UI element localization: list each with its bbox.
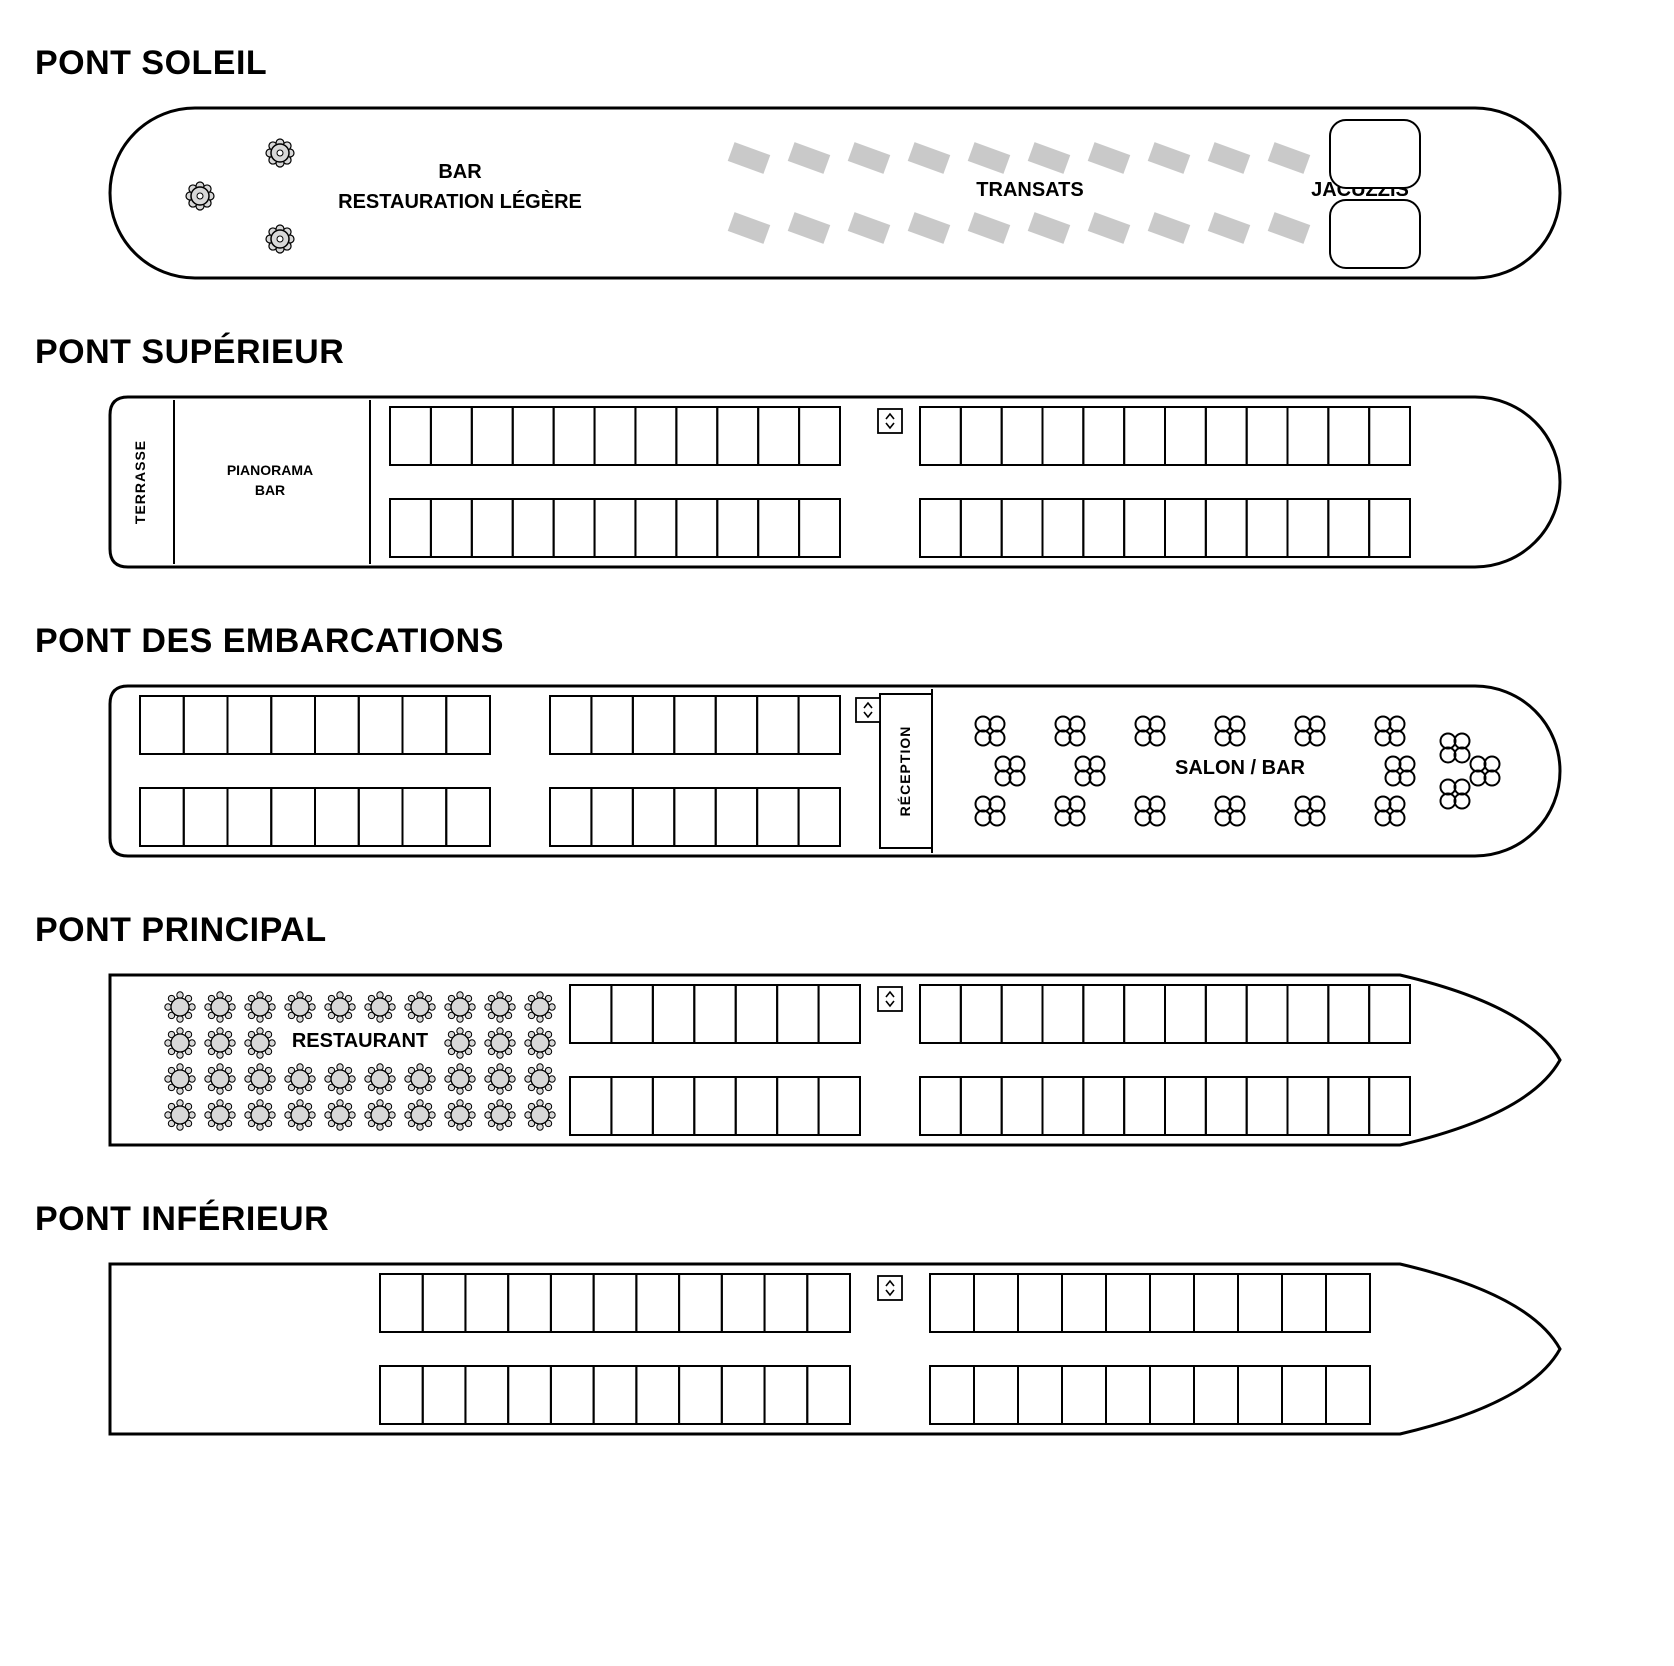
- deck-principal: PONT PRINCIPAL RESTAURANT: [35, 911, 1635, 1150]
- dining-table-icon: [245, 1100, 275, 1130]
- deck-plan: RESTAURANT: [35, 970, 1635, 1150]
- area-label-terrasse: TERRASSE: [132, 440, 148, 524]
- area-label-reception: RÉCEPTION: [897, 726, 913, 817]
- area-label-salon-bar: SALON / BAR: [1175, 757, 1306, 779]
- dining-table-icon: [445, 1100, 475, 1130]
- elevator-icon: [856, 698, 880, 722]
- deck-soleil: PONT SOLEIL BAR RESTAURATION LÉGÈRE TRANSAT…: [35, 44, 1635, 283]
- jacuzzi: [1330, 120, 1420, 188]
- deck-title: PONT INFÉRIEUR: [35, 1200, 1635, 1239]
- gear-icon: [186, 182, 214, 210]
- dining-table-icon: [485, 1064, 515, 1094]
- dining-table-icon: [405, 992, 435, 1022]
- dining-table-icon: [325, 1100, 355, 1130]
- deck-plan: [35, 1259, 1635, 1439]
- dining-table-icon: [485, 992, 515, 1022]
- deck-title: PONT PRINCIPAL: [35, 911, 1635, 950]
- hull-outline: [110, 1264, 1560, 1434]
- gear-icon: [266, 225, 294, 253]
- gear-icon: [266, 139, 294, 167]
- area-label-restaurant: RESTAURANT: [292, 1030, 428, 1052]
- deck-embarcations: PONT DES EMBARCATIONS RÉCEPTION SALON / BA…: [35, 622, 1635, 861]
- dining-table-icon: [245, 992, 275, 1022]
- area-label-pianorama: PIANORAMA: [227, 462, 313, 478]
- area-label-pianorama-bar: BAR: [255, 482, 285, 498]
- hull-outline: [110, 397, 1560, 567]
- dining-table-icon: [205, 1064, 235, 1094]
- dining-table-icon: [485, 1028, 515, 1058]
- dining-table-icon: [165, 1100, 195, 1130]
- jacuzzi: [1330, 200, 1420, 268]
- dining-table-icon: [205, 1028, 235, 1058]
- deck-inferieur: PONT INFÉRIEUR: [35, 1200, 1635, 1439]
- dining-table-icon: [205, 992, 235, 1022]
- deck-title: PONT SUPÉRIEUR: [35, 333, 1635, 372]
- dining-table-icon: [525, 1064, 555, 1094]
- dining-table-icon: [445, 992, 475, 1022]
- dining-table-icon: [245, 1064, 275, 1094]
- area-label-bar: BAR: [438, 161, 482, 183]
- dining-table-icon: [285, 1064, 315, 1094]
- hull-outline: [110, 975, 1560, 1145]
- area-label-restauration: RESTAURATION LÉGÈRE: [338, 190, 582, 213]
- dining-table-icon: [325, 1064, 355, 1094]
- dining-table-icon: [445, 1064, 475, 1094]
- dining-table-icon: [245, 1028, 275, 1058]
- elevator-icon: [878, 1276, 902, 1300]
- dining-table-icon: [485, 1100, 515, 1130]
- dining-table-icon: [165, 1064, 195, 1094]
- dining-table-icon: [445, 1028, 475, 1058]
- dining-table-icon: [285, 1100, 315, 1130]
- deck-title: PONT DES EMBARCATIONS: [35, 622, 1635, 661]
- deck-plan: RÉCEPTION SALON / BAR: [35, 681, 1635, 861]
- deck-title: PONT SOLEIL: [35, 44, 1635, 83]
- dining-table-icon: [285, 992, 315, 1022]
- dining-table-icon: [165, 992, 195, 1022]
- deck-plan: BARRESTAURATION LÉGÈRETRANSATSJACUZZIS: [35, 103, 1635, 283]
- dining-table-icon: [405, 1100, 435, 1130]
- dining-table-icon: [365, 1064, 395, 1094]
- deck-superieur: PONT SUPÉRIEUR PIANORAMA BAR TERRASSE: [35, 333, 1635, 572]
- elevator-icon: [878, 987, 902, 1011]
- dining-table-icon: [205, 1100, 235, 1130]
- dining-table-icon: [525, 992, 555, 1022]
- dining-table-icon: [365, 992, 395, 1022]
- elevator-icon: [878, 409, 902, 433]
- dining-table-icon: [405, 1064, 435, 1094]
- dining-table-icon: [325, 992, 355, 1022]
- hull-outline: [110, 686, 1560, 856]
- dining-table-icon: [365, 1100, 395, 1130]
- dining-table-icon: [165, 1028, 195, 1058]
- area-label-transats: TRANSATS: [976, 179, 1083, 201]
- deck-plan: PIANORAMA BAR TERRASSE: [35, 392, 1635, 572]
- dining-table-icon: [525, 1028, 555, 1058]
- dining-table-icon: [525, 1100, 555, 1130]
